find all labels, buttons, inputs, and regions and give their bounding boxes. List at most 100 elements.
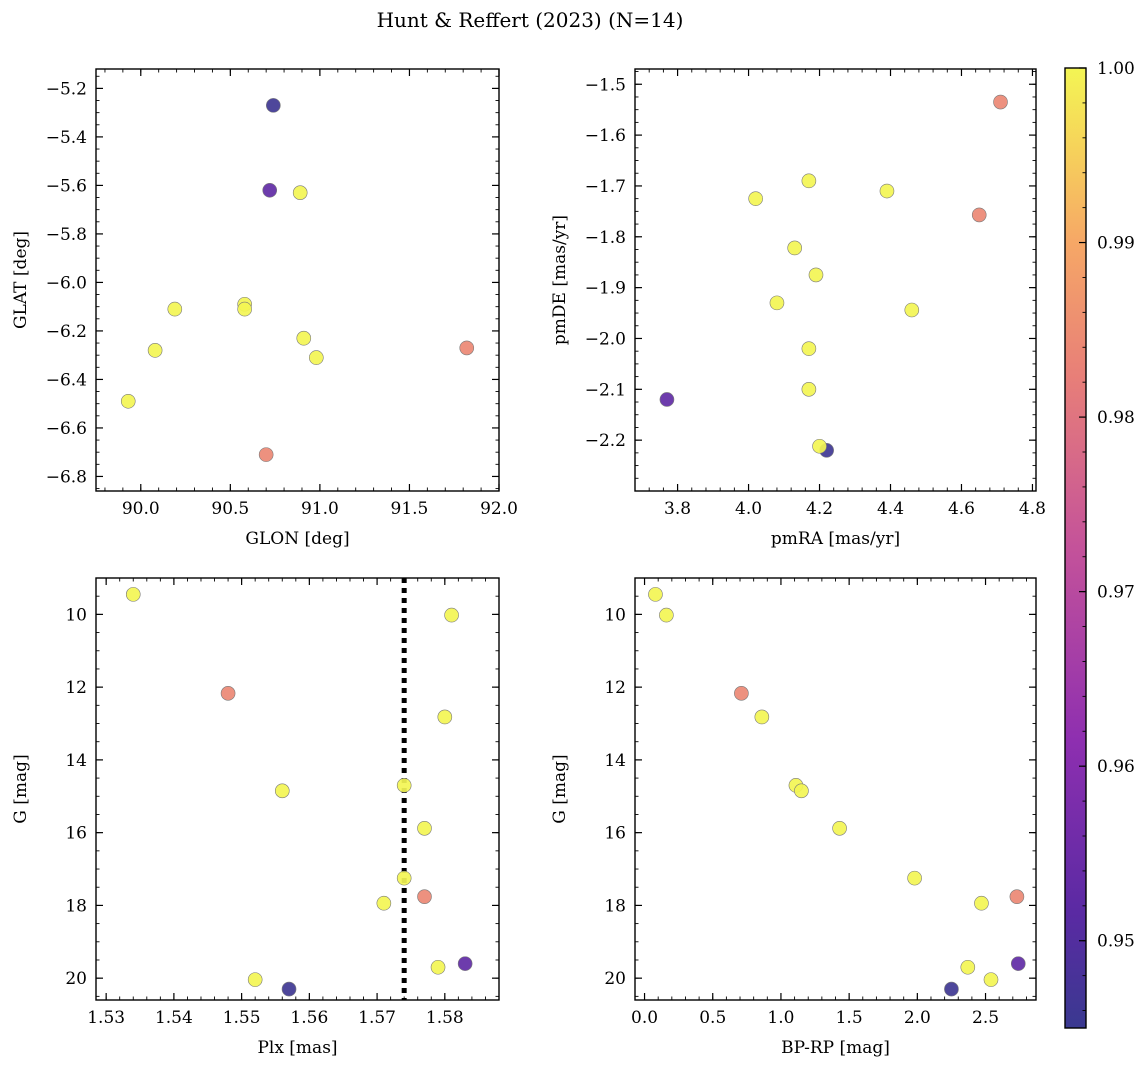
data-point [258,447,274,462]
data-point [125,587,141,602]
data-point [296,330,312,346]
x-tick-label: 3.8 [664,499,691,519]
y-tick-label: 16 [604,824,626,844]
x-tick-label: 0.5 [699,1008,726,1028]
y-tick-label: −5.6 [46,176,87,196]
axes-frame [95,68,500,492]
y-axis-label: G [mag] [550,754,570,823]
data-point [748,191,763,206]
x-tick-label: 4.0 [735,499,762,519]
y-tick-label: −1.6 [585,126,626,146]
data-point [993,94,1008,110]
scatter-panel-3: 1.53 1.54 1.55 1.56 1.57 1.58 10 12 14 16 18 20 Plx … [11,577,500,1058]
data-point [812,438,827,454]
colorbar-gradient [1064,67,1087,1029]
data-point [907,870,922,886]
data-point [659,392,675,407]
data-point [832,820,847,836]
data-point [904,302,920,318]
x-tick-label: 91.0 [301,499,339,519]
y-tick-label: 10 [604,605,626,625]
y-tick-label: 18 [604,896,626,916]
colorbar-tick-label: 0.98 [1097,408,1135,428]
y-tick-label: 12 [65,678,87,698]
axes-frame [634,577,1037,1001]
data-point [659,607,674,623]
y-tick-label: −1.8 [585,228,626,248]
y-tick-label: −5.4 [46,128,87,148]
y-axis-label: G [mag] [11,754,31,823]
data-point [648,587,663,602]
colorbar-tick-label: 0.96 [1097,757,1135,777]
data-point [794,783,809,799]
data-point [309,350,324,365]
y-tick-label: −2.1 [585,380,626,400]
y-tick-label: −1.5 [585,75,626,95]
data-point [983,972,999,987]
x-tick-label: 90.0 [122,499,160,519]
y-tick-label: −6.4 [46,370,87,390]
y-tick-label: 14 [604,751,626,771]
x-tick-label: 91.5 [391,499,429,519]
y-tick-label: −1.9 [585,279,626,299]
x-tick-label: 1.0 [767,1008,794,1028]
y-tick-label: 14 [65,751,87,771]
y-axis-label: GLAT [deg] [11,231,31,329]
data-point [266,98,281,113]
data-point [167,301,183,317]
y-tick-label: 10 [65,605,87,625]
x-tick-label: 2.0 [904,1008,931,1028]
data-point [444,607,459,623]
data-point [237,301,252,317]
y-tick-label: −5.8 [46,225,87,245]
scatter-panel-2: 3.8 4.0 4.2 4.4 4.6 4.8 −2.2 −2.1 −2.0 −1.9 −1.8 −1… [550,68,1046,549]
data-point [787,240,802,256]
x-tick-label: 92.0 [480,499,518,519]
data-point [754,709,770,725]
x-axis-label: Plx [mas] [257,1038,337,1058]
figure-title: Hunt & Reffert (2023) (N=14) [377,8,684,32]
scatter-panel-4: 0.0 0.5 1.0 1.5 2.0 2.5 10 12 14 16 18 20 BP-RP [mag… [550,577,1037,1058]
x-axis-label: pmRA [mas/yr] [771,529,900,549]
y-tick-label: −6.8 [46,467,87,487]
data-point [274,783,290,799]
data-point [220,686,236,701]
data-point [430,959,446,975]
x-axis-label: BP-RP [mag] [781,1038,890,1058]
x-tick-label: 1.5 [836,1008,863,1028]
y-tick-label: −1.7 [585,177,626,197]
x-tick-label: 4.6 [948,499,975,519]
x-tick-label: 90.5 [211,499,249,519]
data-point [879,183,895,199]
data-point [147,343,163,358]
y-tick-label: 16 [65,824,87,844]
data-point [734,686,749,701]
y-tick-label: −6.6 [46,419,87,439]
x-tick-label: 1.56 [290,1008,328,1028]
colorbar-tick-label: 0.97 [1097,583,1135,603]
data-point [376,895,392,911]
y-tick-label: −2.2 [585,431,626,451]
y-tick-label: −6.2 [46,322,87,342]
y-tick-label: −5.2 [46,79,87,99]
y-tick-label: 18 [65,896,87,916]
data-point [417,820,432,836]
data-point [801,173,817,189]
x-tick-label: 0.0 [631,1008,658,1028]
data-point [281,981,297,997]
axes-frame [95,577,500,1001]
data-point [944,981,959,997]
data-point [971,207,987,223]
data-point [457,956,473,971]
data-point [1009,889,1025,904]
data-point [974,895,989,911]
x-tick-label: 4.8 [1019,499,1046,519]
x-tick-label: 1.54 [155,1008,193,1028]
y-tick-label: −2.0 [585,329,626,349]
data-point [808,267,824,283]
x-tick-label: 1.58 [426,1008,464,1028]
data-point [417,889,432,904]
data-point [801,382,817,397]
colorbar-tick-label: 0.99 [1097,234,1135,254]
